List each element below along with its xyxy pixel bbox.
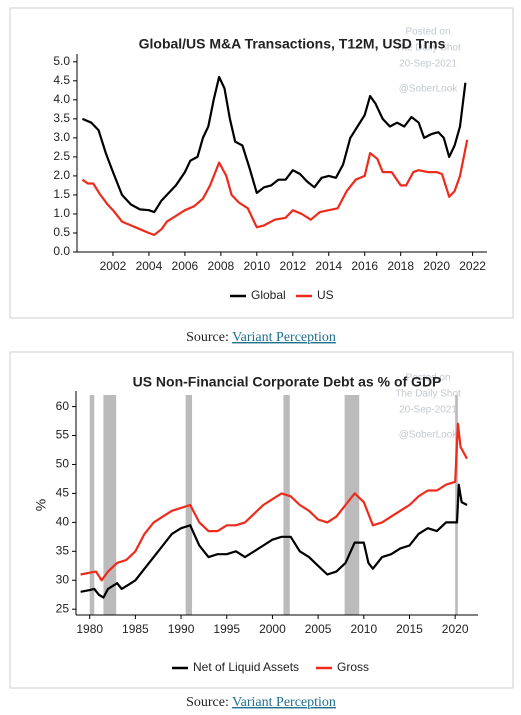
watermark: Posted on bbox=[405, 373, 450, 384]
x-tick-label: 1990 bbox=[168, 622, 195, 636]
source-link[interactable]: Variant Perception bbox=[232, 330, 336, 345]
y-tick-label: 4.0 bbox=[53, 92, 70, 106]
x-tick-label: 1995 bbox=[213, 622, 240, 636]
x-tick-label: 2010 bbox=[243, 259, 270, 273]
y-tick-label: 4.5 bbox=[53, 73, 70, 87]
watermark: 20-Sep-2021 bbox=[399, 59, 457, 70]
x-tick-label: 2000 bbox=[259, 622, 286, 636]
watermark: The Daily Shot bbox=[395, 43, 461, 54]
recession-band bbox=[283, 395, 290, 615]
x-tick-label: 2004 bbox=[136, 259, 163, 273]
x-tick-label: 2014 bbox=[315, 259, 342, 273]
x-tick-label: 2005 bbox=[305, 622, 332, 636]
series-line bbox=[81, 75, 467, 214]
y-tick-label: 0.5 bbox=[53, 225, 70, 239]
x-tick-label: 2020 bbox=[423, 259, 450, 273]
legend-label: Net of Liquid Assets bbox=[193, 660, 299, 674]
x-tick-label: 2008 bbox=[208, 259, 235, 273]
x-tick-label: 1980 bbox=[76, 622, 103, 636]
series-line bbox=[80, 483, 468, 599]
chart-frame bbox=[9, 7, 514, 319]
x-tick-label: 2010 bbox=[350, 622, 377, 636]
recession-band bbox=[89, 395, 95, 615]
x-tick-label: 2015 bbox=[396, 622, 423, 636]
y-tick-label: 60 bbox=[56, 399, 70, 413]
chart-frame bbox=[9, 351, 514, 689]
y-tick-label: 3.0 bbox=[53, 130, 70, 144]
chart-title: Global/US M&A Transactions, T12M, USD Tr… bbox=[139, 36, 446, 52]
x-tick-label: 1985 bbox=[122, 622, 149, 636]
y-tick-label: 1.0 bbox=[53, 206, 70, 220]
source-label: Source: bbox=[186, 695, 229, 710]
x-tick-label: 2006 bbox=[172, 259, 199, 273]
recession-band bbox=[344, 395, 360, 615]
recession-band bbox=[103, 395, 117, 615]
x-tick-label: 2002 bbox=[100, 259, 127, 273]
legend-label: Global bbox=[251, 288, 286, 302]
y-tick-label: 45 bbox=[56, 486, 70, 500]
source-link[interactable]: Variant Perception bbox=[232, 695, 336, 710]
legend-label: US bbox=[317, 288, 334, 302]
x-tick-label: 2016 bbox=[351, 259, 378, 273]
watermark: The Daily Shot bbox=[395, 389, 461, 400]
x-tick-label: 2018 bbox=[387, 259, 414, 273]
watermark: @SoberLook bbox=[399, 430, 459, 441]
y-tick-label: 55 bbox=[56, 428, 70, 442]
x-tick-label: 2020 bbox=[442, 622, 469, 636]
y-tick-label: 25 bbox=[56, 601, 70, 615]
watermark: 20-Sep-2021 bbox=[399, 405, 457, 416]
y-tick-label: 1.5 bbox=[53, 187, 70, 201]
source-label: Source: bbox=[186, 330, 229, 345]
y-axis-label: % bbox=[33, 499, 49, 511]
x-tick-label: 2022 bbox=[459, 259, 486, 273]
source: Source: Variant Perception bbox=[186, 330, 336, 345]
y-tick-label: 30 bbox=[56, 572, 70, 586]
y-tick-label: 5.0 bbox=[53, 54, 70, 68]
y-tick-label: 3.5 bbox=[53, 111, 70, 125]
y-tick-label: 50 bbox=[56, 457, 70, 471]
watermark: @SoberLook bbox=[399, 84, 459, 95]
series-line bbox=[80, 422, 468, 582]
series-line bbox=[81, 139, 469, 236]
legend-label: Gross bbox=[337, 660, 369, 674]
y-tick-label: 2.5 bbox=[53, 149, 70, 163]
watermark: Posted on bbox=[405, 27, 450, 38]
recession-band bbox=[455, 395, 458, 615]
chart-title: US Non-Financial Corporate Debt as % of … bbox=[133, 374, 442, 390]
y-tick-label: 0.0 bbox=[53, 244, 70, 258]
y-tick-label: 2.0 bbox=[53, 168, 70, 182]
source: Source: Variant Perception bbox=[186, 695, 336, 710]
y-tick-label: 35 bbox=[56, 543, 70, 557]
x-tick-label: 2012 bbox=[279, 259, 306, 273]
y-tick-label: 40 bbox=[56, 515, 70, 529]
